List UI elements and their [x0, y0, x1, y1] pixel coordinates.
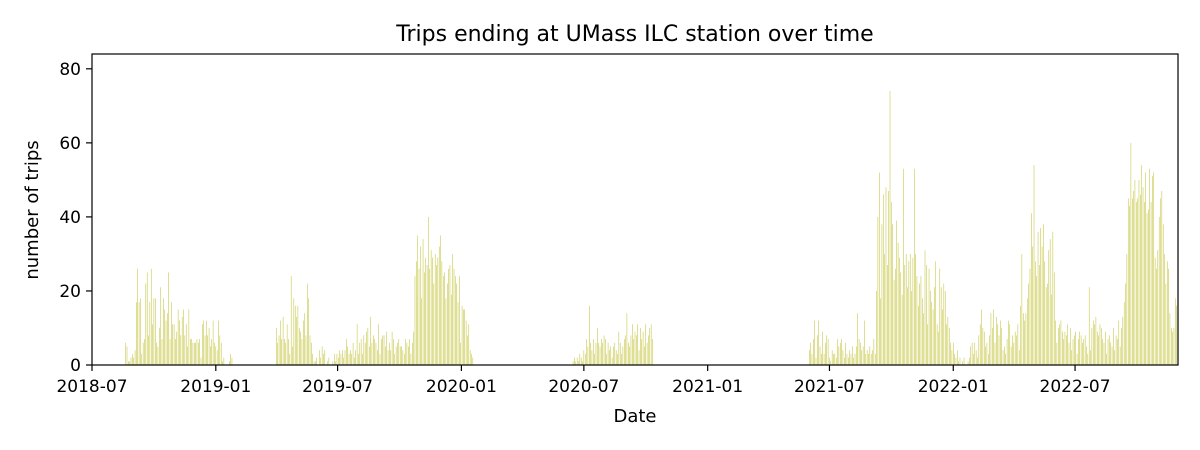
chart-title: Trips ending at UMass ILC station over t…: [395, 22, 873, 47]
y-tick-label-3: 60: [59, 134, 81, 154]
x-tick-label-2: 2019-07: [302, 377, 373, 397]
y-axis: 0 20 40 60 80: [59, 60, 92, 376]
x-tick-label-4: 2020-07: [548, 377, 619, 397]
bars: [125, 91, 1179, 366]
y-tick-label-2: 40: [59, 208, 81, 228]
y-tick-label-0: 0: [70, 356, 81, 376]
x-tick-label-0: 2018-07: [56, 377, 127, 397]
x-tick-label-6: 2021-07: [794, 377, 865, 397]
x-axis: 2018-07 2019-01 2019-07 2020-01 2020-07 2021-…: [56, 365, 1111, 397]
y-axis-label: number of trips: [22, 140, 43, 279]
y-tick-label-1: 20: [59, 282, 81, 302]
x-axis-label: Date: [613, 406, 656, 427]
y-tick-label-4: 80: [59, 60, 81, 80]
plot-frame: [91, 53, 1179, 366]
x-tick-label-5: 2021-01: [672, 377, 743, 397]
x-tick-label-3: 2020-01: [426, 377, 497, 397]
x-tick-label-7: 2022-01: [918, 377, 989, 397]
x-tick-label-1: 2019-01: [180, 377, 251, 397]
x-tick-label-8: 2022-07: [1040, 377, 1111, 397]
